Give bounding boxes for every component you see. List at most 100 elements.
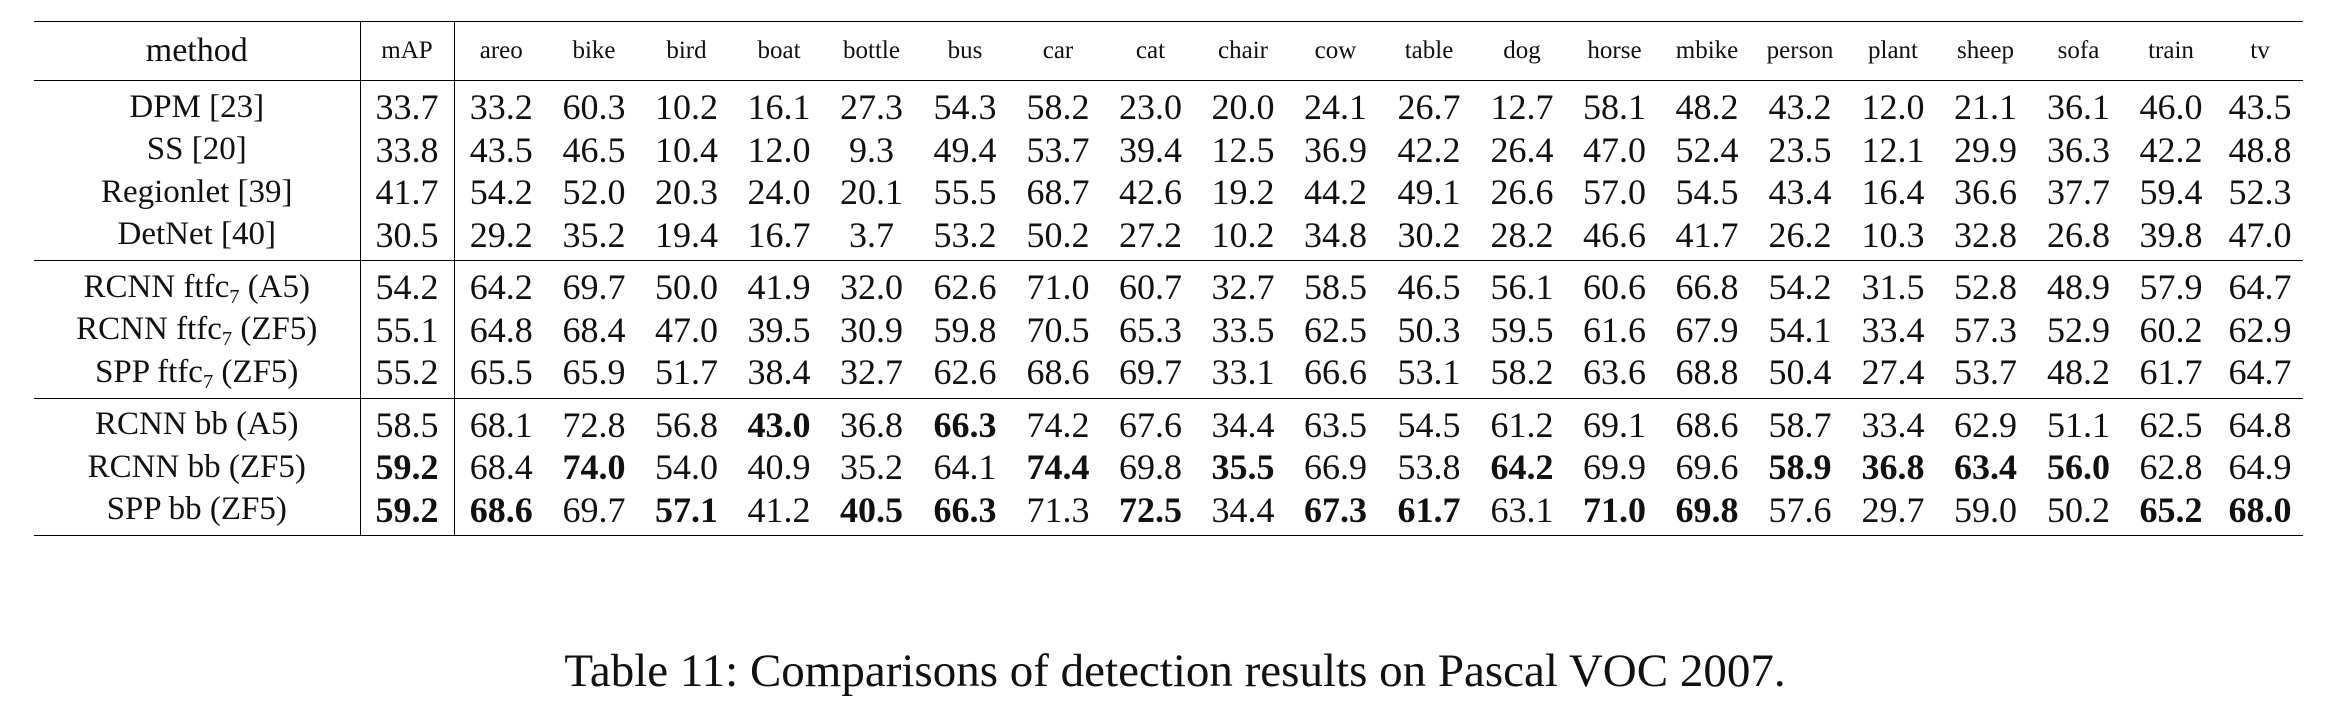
value: 52.4 <box>1675 129 1739 170</box>
value-cell-cow: 63.5 <box>1289 397 1382 446</box>
best-value: 58.9 <box>1768 447 1832 488</box>
value: 42.2 <box>1397 129 1461 170</box>
value: 69.8 <box>1119 447 1182 488</box>
value: 20.1 <box>840 172 903 213</box>
value-cell-table: 61.7 <box>1382 488 1476 536</box>
value: 44.2 <box>1304 172 1367 213</box>
value: 55.5 <box>933 172 997 213</box>
value: 38.4 <box>747 352 811 393</box>
method-name: SPP ftfc <box>95 353 203 390</box>
column-header-bike: bike <box>548 21 640 81</box>
value-cell-mbike: 48.2 <box>1661 81 1753 129</box>
table-row: SPP ftfc7 (ZF5) 55.2 65.5 65.9 51.7 38.4 32.7 6… <box>34 351 2303 398</box>
method-name: DPM [23] <box>129 88 265 125</box>
value-cell-tv: 64.9 <box>2217 446 2303 489</box>
value-cell-tv: 62.9 <box>2217 309 2303 352</box>
best-value: 63.4 <box>1954 447 2017 488</box>
value-cell-dog: 58.2 <box>1476 351 1568 398</box>
value-cell-train: 46.0 <box>2125 81 2217 129</box>
value-cell-car: 68.7 <box>1012 171 1104 214</box>
value-cell-plant: 27.4 <box>1847 351 1939 398</box>
value-cell-chair: 33.1 <box>1197 351 1289 398</box>
value-cell-train: 62.8 <box>2125 446 2217 489</box>
value: 48.8 <box>2228 129 2292 170</box>
column-header-dog: dog <box>1476 21 1568 81</box>
value: 10.2 <box>1211 214 1275 255</box>
value: 61.7 <box>2139 352 2203 393</box>
value: 23.0 <box>1119 87 1182 128</box>
value: 62.5 <box>1304 309 1367 350</box>
value-cell-car: 74.4 <box>1012 446 1104 489</box>
value-cell-boat: 43.0 <box>733 397 825 446</box>
method-suffix: (A5) <box>239 268 310 305</box>
value-cell-bus: 54.3 <box>918 81 1012 129</box>
map-cell: 33.7 <box>360 80 455 129</box>
value: 64.9 <box>2228 447 2292 488</box>
map-cell: 59.2 <box>360 446 455 489</box>
value: 60.6 <box>1583 267 1646 308</box>
value: 37.7 <box>2047 172 2110 213</box>
table-row: RCNN bb (A5) 58.5 68.1 72.8 56.8 43.0 36.8 66.3… <box>34 397 2303 446</box>
value-cell-areo: 33.2 <box>454 81 548 129</box>
value: 63.1 <box>1490 489 1554 530</box>
value-cell-sofa: 26.8 <box>2032 214 2125 261</box>
value-cell-plant: 10.3 <box>1847 214 1939 261</box>
value-cell-horse: 60.6 <box>1568 260 1661 309</box>
value: 20.0 <box>1211 87 1275 128</box>
value-cell-table: 26.7 <box>1382 81 1476 129</box>
value: 10.2 <box>655 87 718 128</box>
value: 28.2 <box>1490 214 1554 255</box>
value: 54.2 <box>1768 267 1832 308</box>
column-header-sheep: sheep <box>1939 21 2032 81</box>
column-header-sofa: sofa <box>2032 21 2125 81</box>
value-cell-car: 53.7 <box>1012 129 1104 172</box>
value-cell-bird: 56.8 <box>640 397 733 446</box>
value-cell-table: 49.1 <box>1382 171 1476 214</box>
value-cell-tv: 68.0 <box>2217 488 2303 536</box>
value: 57.9 <box>2139 267 2203 308</box>
value: 52.9 <box>2047 309 2110 350</box>
value-cell-bird: 47.0 <box>640 309 733 352</box>
value-cell-person: 57.6 <box>1753 488 1847 536</box>
method-cell: RCNN bb (A5) <box>34 397 361 446</box>
value-cell-cow: 44.2 <box>1289 171 1382 214</box>
value: 39.5 <box>747 309 811 350</box>
best-value: 66.3 <box>933 489 997 530</box>
value: 62.8 <box>2139 447 2203 488</box>
value-cell-cat: 42.6 <box>1104 171 1197 214</box>
value-cell-boat: 38.4 <box>733 351 825 398</box>
value-cell-sofa: 50.2 <box>2032 488 2125 536</box>
value: 61.2 <box>1490 404 1554 445</box>
value: 50.3 <box>1397 309 1461 350</box>
value: 62.5 <box>2139 404 2203 445</box>
column-header-boat: boat <box>733 21 825 81</box>
column-header-plant: plant <box>1847 21 1939 81</box>
value-cell-cat: 39.4 <box>1104 129 1197 172</box>
value: 65.9 <box>562 352 626 393</box>
value-cell-chair: 33.5 <box>1197 309 1289 352</box>
column-header-chair: chair <box>1197 21 1289 81</box>
value-cell-cow: 66.9 <box>1289 446 1382 489</box>
value: 53.7 <box>1026 129 1090 170</box>
value: 66.8 <box>1675 267 1739 308</box>
value-cell-bus: 66.3 <box>918 397 1012 446</box>
column-header-tv: tv <box>2217 21 2303 81</box>
map-cell: 30.5 <box>360 213 455 261</box>
value: 47.0 <box>2228 214 2292 255</box>
value: 69.6 <box>1675 447 1739 488</box>
value-cell-bus: 64.1 <box>918 446 1012 489</box>
value-cell-person: 58.7 <box>1753 397 1847 446</box>
table-row: RCNN bb (ZF5) 59.2 68.4 74.0 54.0 40.9 35.2 64.… <box>34 446 2303 489</box>
best-value: 35.5 <box>1211 447 1275 488</box>
value: 43.2 <box>1768 87 1832 128</box>
value: 19.2 <box>1211 172 1275 213</box>
value-cell-mbike: 68.8 <box>1661 351 1753 398</box>
value-cell-table: 30.2 <box>1382 214 1476 261</box>
value: 47.0 <box>655 309 718 350</box>
value: 50.4 <box>1768 352 1832 393</box>
value: 32.7 <box>1211 267 1275 308</box>
value: 62.9 <box>1954 404 2017 445</box>
value: 23.5 <box>1768 129 1832 170</box>
value-cell-tv: 47.0 <box>2217 214 2303 261</box>
table-row: DetNet [40] 30.5 29.2 35.2 19.4 16.7 3.7 53.2 50… <box>34 213 2303 261</box>
